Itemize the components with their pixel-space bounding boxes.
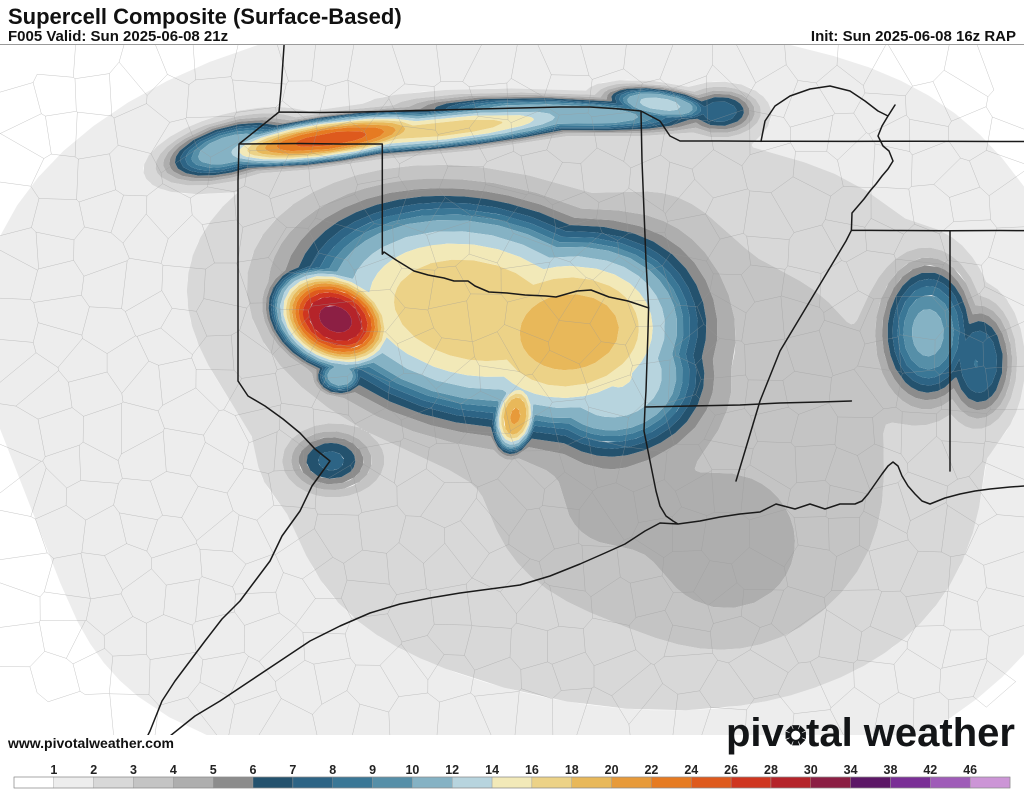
svg-text:14: 14 [485,763,499,777]
svg-text:tal weather: tal weather [806,711,1015,755]
svg-text:piv: piv [726,711,785,755]
svg-text:42: 42 [923,763,937,777]
svg-text:20: 20 [605,763,619,777]
svg-text:28: 28 [764,763,778,777]
svg-text:22: 22 [644,763,658,777]
svg-text:9: 9 [369,763,376,777]
svg-text:7: 7 [289,763,296,777]
svg-text:8: 8 [329,763,336,777]
svg-text:4: 4 [170,763,177,777]
svg-text:10: 10 [405,763,419,777]
svg-text:30: 30 [804,763,818,777]
svg-text:3: 3 [130,763,137,777]
svg-text:5: 5 [210,763,217,777]
svg-text:12: 12 [445,763,459,777]
svg-text:2: 2 [90,763,97,777]
svg-text:16: 16 [525,763,539,777]
svg-text:38: 38 [884,763,898,777]
svg-text:1: 1 [50,763,57,777]
svg-text:26: 26 [724,763,738,777]
svg-text:24: 24 [684,763,698,777]
svg-text:34: 34 [844,763,858,777]
svg-text:6: 6 [250,763,257,777]
svg-text:18: 18 [565,763,579,777]
svg-text:46: 46 [963,763,977,777]
